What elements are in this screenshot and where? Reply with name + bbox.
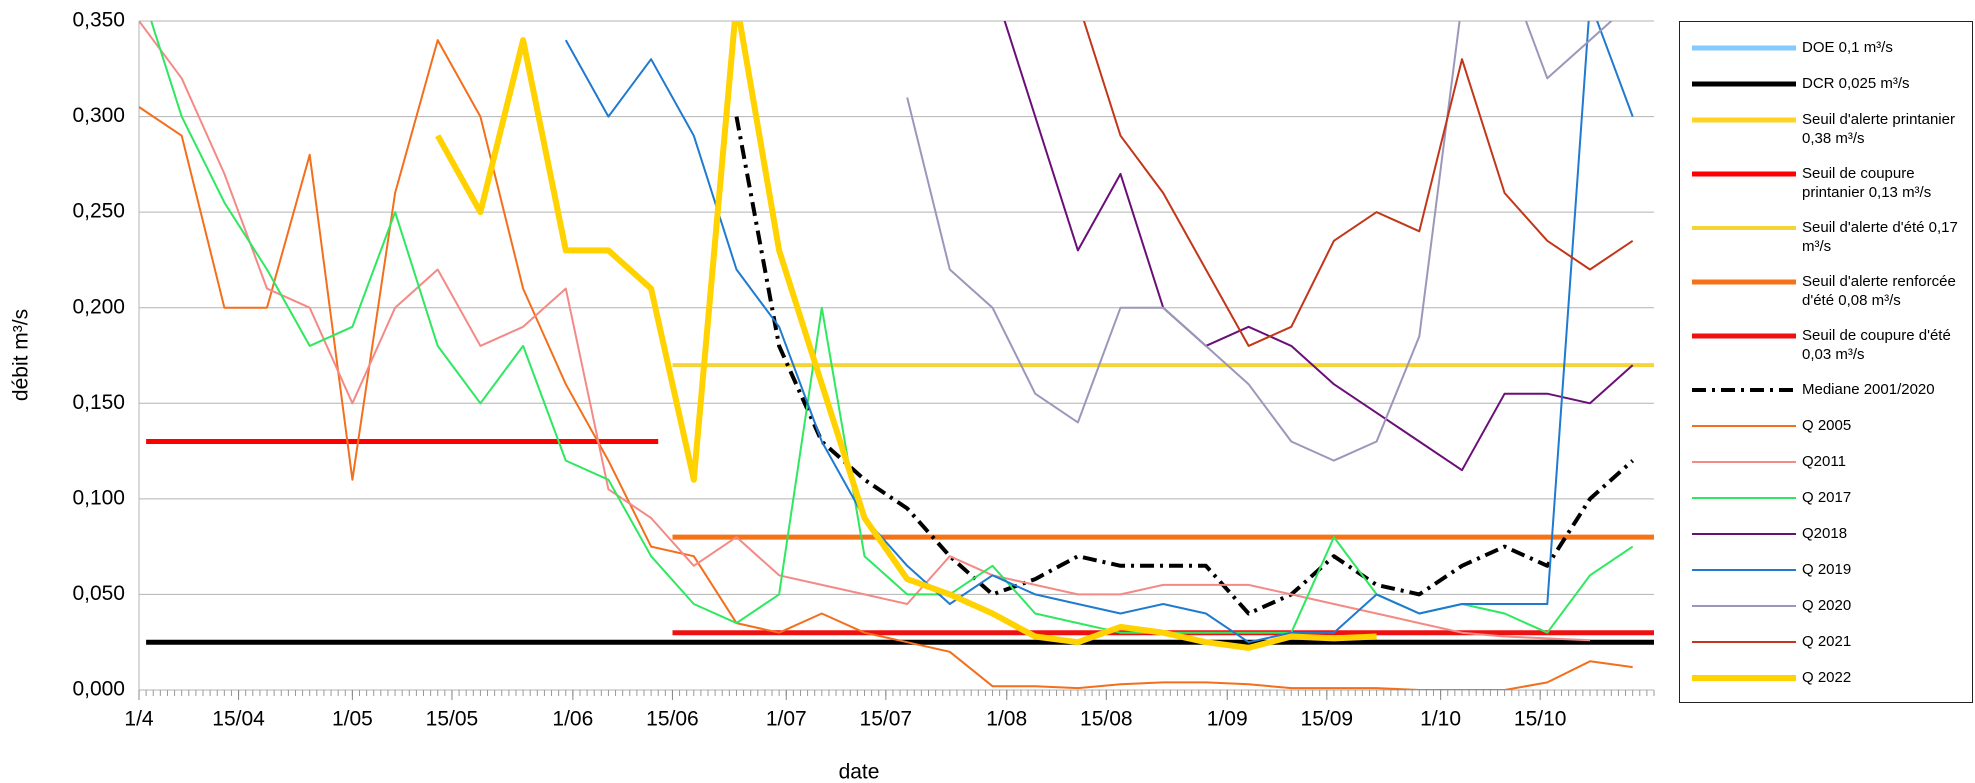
legend-item: Seuil d'alerte renforcée d'été 0,08 m³/s: [1680, 264, 1972, 318]
legend: DOE 0,1 m³/s DCR 0,025 m³/s Seuil d'alerte…: [1679, 21, 1973, 703]
x-tick-label: 15/04: [212, 708, 265, 731]
legend-label: Q 2005: [1802, 417, 1852, 434]
x-tick-label: 1/09: [1207, 708, 1248, 731]
legend-swatch: [1692, 533, 1796, 535]
series-line: [435, 21, 1377, 651]
series-line: [1003, 21, 1634, 472]
x-tick-label: 15/09: [1301, 708, 1354, 731]
legend-label: Seuil de coupure printanier 0,13 m³/s: [1802, 165, 1932, 201]
legend-label: Q 2020: [1802, 597, 1852, 614]
legend-swatch: [1692, 497, 1796, 499]
legend-swatch: [1692, 605, 1796, 607]
legend-item: Seuil d'alerte printanier 0,38 m³/s: [1680, 102, 1972, 156]
legend-label: Seuil d'alerte d'été 0,17 m³/s: [1802, 219, 1958, 255]
legend-item: Mediane 2001/2020: [1680, 372, 1972, 408]
y-axis-label: débit m³/s: [10, 309, 33, 401]
legend-item: Q 2005: [1680, 408, 1972, 444]
legend-item: Q 2021: [1680, 624, 1972, 660]
legend-swatch: [1692, 117, 1796, 123]
x-axis-label: date: [839, 761, 880, 783]
legend-swatch: [1692, 675, 1796, 681]
x-tick-label: 1/05: [332, 708, 373, 731]
legend-label: DCR 0,025 m³/s: [1802, 75, 1910, 92]
legend-label: Q2018: [1802, 525, 1848, 542]
legend-label: Seuil d'alerte renforcée d'été 0,08 m³/s: [1802, 273, 1956, 309]
legend-swatch: [1692, 333, 1796, 339]
legend-swatch: [1692, 171, 1796, 177]
legend-label: Q 2022: [1802, 669, 1852, 686]
x-tick-label: 1/06: [552, 708, 593, 731]
series-line: [1082, 21, 1634, 347]
legend-swatch: [1692, 569, 1796, 571]
series-line: [139, 21, 1591, 642]
legend-label: Mediane 2001/2020: [1802, 381, 1935, 398]
series-line: [564, 21, 1634, 644]
legend-item: Q2018: [1680, 516, 1972, 552]
legend-item: Seuil d'alerte d'été 0,17 m³/s: [1680, 210, 1972, 264]
x-tick-label: 1/4: [124, 708, 154, 731]
legend-item: DOE 0,1 m³/s: [1680, 30, 1972, 66]
plot-area: [139, 21, 1654, 690]
x-tick-label: 15/05: [426, 708, 479, 731]
legend-label: DOE 0,1 m³/s: [1802, 39, 1893, 56]
legend-item: Q 2017: [1680, 480, 1972, 516]
legend-item: Seuil de coupure printanier 0,13 m³/s: [1680, 156, 1972, 210]
legend-swatch: [1692, 425, 1796, 427]
y-tick-label: 0,050: [72, 582, 125, 605]
legend-item: Q 2020: [1680, 588, 1972, 624]
y-tick-label: 0,250: [72, 200, 125, 223]
legend-swatch: [1692, 81, 1796, 87]
x-tick-label: 1/10: [1420, 708, 1461, 731]
legend-item: Seuil de coupure d'été 0,03 m³/s: [1680, 318, 1972, 372]
legend-item: DCR 0,025 m³/s: [1680, 66, 1972, 102]
legend-label: Q 2017: [1802, 489, 1852, 506]
x-tick-label: 15/06: [646, 708, 699, 731]
legend-swatch: [1692, 461, 1796, 463]
y-tick-label: 0,100: [72, 486, 125, 509]
legend-label: Q 2019: [1802, 561, 1852, 578]
series-line: [139, 39, 1633, 690]
y-tick-label: 0,300: [72, 104, 125, 127]
legend-label: Seuil de coupure d'été 0,03 m³/s: [1802, 327, 1951, 363]
legend-label: Q 2021: [1802, 633, 1852, 650]
x-tick-label: 15/10: [1514, 708, 1567, 731]
y-tick-label: 0,350: [72, 9, 125, 32]
legend-swatch: [1692, 45, 1796, 51]
series-line: [906, 21, 1613, 462]
legend-swatch: [1692, 388, 1796, 392]
y-tick-label: 0,200: [72, 295, 125, 318]
x-tick-label: 15/08: [1080, 708, 1133, 731]
legend-swatch: [1692, 641, 1796, 643]
legend-label: Q2011: [1802, 453, 1846, 470]
legend-item: Q 2022: [1680, 660, 1972, 696]
legend-swatch: [1692, 279, 1796, 285]
x-tick-label: 1/07: [766, 708, 807, 731]
x-tick-label: 1/08: [986, 708, 1027, 731]
legend-swatch: [1692, 226, 1796, 230]
legend-item: Q 2019: [1680, 552, 1972, 588]
legend-item: Q2011: [1680, 444, 1972, 480]
y-tick-label: 0,150: [72, 391, 125, 414]
x-tick-label: 15/07: [860, 708, 913, 731]
legend-label: Seuil d'alerte printanier 0,38 m³/s: [1802, 111, 1955, 147]
y-tick-label: 0,000: [72, 678, 125, 701]
